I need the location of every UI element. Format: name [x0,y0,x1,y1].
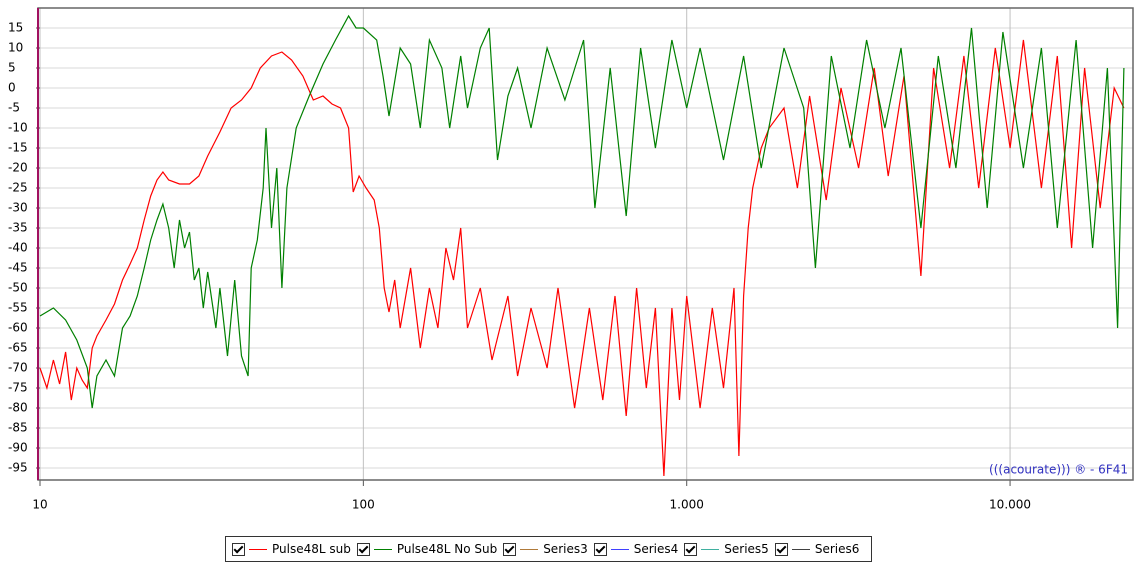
checkbox[interactable] [356,542,370,556]
series-line [39,39,1125,477]
legend-swatch [373,548,392,550]
y-tick-label: -45 [8,261,28,275]
y-tick-label: -10 [8,121,28,135]
y-tick-label: -40 [8,241,28,255]
y-tick-label: -60 [8,321,28,335]
legend-swatch [701,548,720,550]
y-tick-label: -30 [8,201,28,215]
y-tick-label: -55 [8,301,28,315]
y-tick-label: 5 [8,61,16,75]
checkbox[interactable] [774,542,788,556]
y-tick-label: 10 [8,41,23,55]
y-tick-label: -95 [8,461,28,475]
y-tick-label: -90 [8,441,28,455]
legend-swatch [610,548,629,550]
y-tick-label: -50 [8,281,28,295]
lines [39,14,1125,477]
legend-swatch [791,548,810,550]
watermark: (((acourate))) ® - 6F41 [989,463,1128,477]
x-tick-label: 10.000 [989,498,1031,512]
y-tick-label: -35 [8,221,28,235]
y-tick-label: 15 [8,21,23,35]
y-tick-label: -20 [8,161,28,175]
y-tick-label: 0 [8,81,16,95]
y-tick-label: -70 [8,361,28,375]
x-tick-label: 100 [352,498,375,512]
legend-item: Series4 [593,542,679,556]
legend-label: Pulse48L No Sub [396,542,498,556]
legend-item: Series6 [774,542,860,556]
checkbox[interactable] [684,542,698,556]
legend-label: Series3 [543,542,588,556]
checkbox[interactable] [232,542,245,556]
legend-label: Series5 [724,542,769,556]
y-tick-label: -25 [8,181,28,195]
y-tick-label: -15 [8,141,28,155]
y-tick-label: -65 [8,341,28,355]
axes: -95-90-85-80-75-70-65-60-55-50-45-40-35-… [8,7,1134,512]
y-tick-label: -80 [8,401,28,415]
legend-item: Pulse48L No Sub [356,542,498,556]
legend-item: Pulse48L sub [232,542,351,556]
legend: Pulse48L sub Pulse48L No Sub Series3 Series… [225,536,873,562]
legend-swatch [249,548,267,550]
checkbox[interactable] [503,542,517,556]
grid [39,8,1133,480]
legend-item: Series5 [684,542,769,556]
y-tick-label: -75 [8,381,28,395]
y-tick-label: -5 [8,101,20,115]
y-tick-label: -85 [8,421,28,435]
legend-label: Pulse48L sub [272,542,351,556]
plot-frame [37,7,1134,481]
x-tick-label: 10 [32,498,47,512]
legend-label: Series4 [633,542,679,556]
chart: -95-90-85-80-75-70-65-60-55-50-45-40-35-… [8,7,1134,512]
legend-swatch [520,548,539,550]
x-tick-label: 1.000 [670,498,704,512]
series-line [39,14,1125,409]
legend-item: Series3 [503,542,588,556]
checkbox[interactable] [593,542,607,556]
legend-label: Series6 [814,542,860,556]
